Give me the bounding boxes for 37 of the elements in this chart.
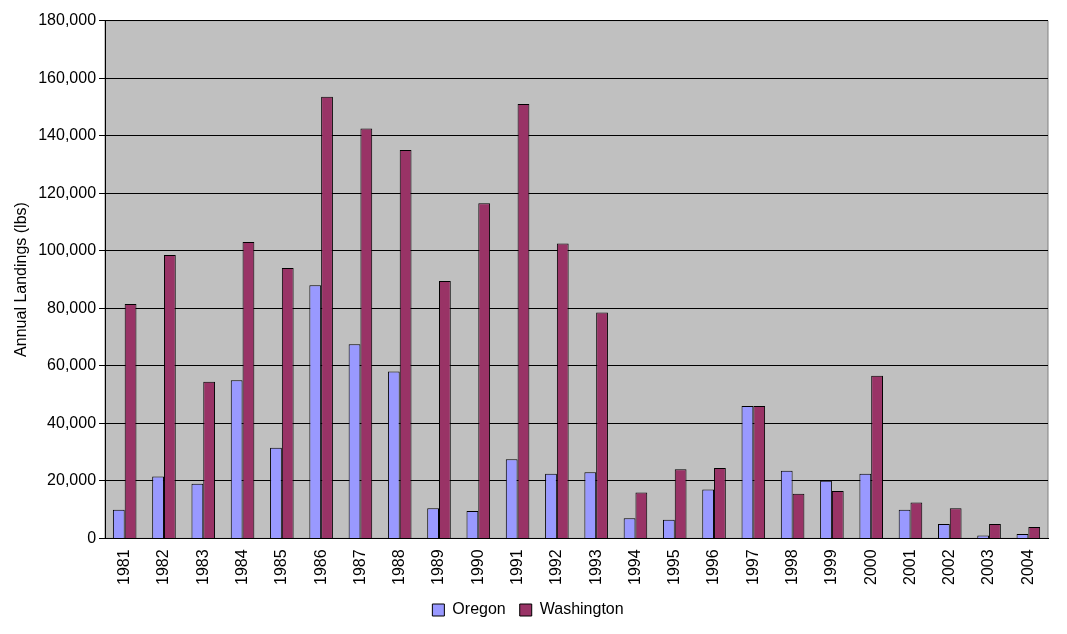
- x-tick-label: 1995: [665, 549, 683, 585]
- x-tick-label: 1996: [704, 549, 722, 585]
- legend-label: Oregon: [452, 600, 506, 618]
- x-tick-label: 1991: [507, 549, 525, 585]
- y-tick-label: 60,000: [47, 356, 97, 374]
- x-tick-label: 1989: [429, 549, 447, 585]
- x-tick-label: 1986: [311, 549, 329, 585]
- x-tick-label: 1981: [115, 549, 133, 585]
- x-tick-label: 1984: [232, 549, 250, 585]
- x-tick-label: 2002: [940, 549, 958, 585]
- x-tick-label: 1992: [547, 549, 565, 585]
- y-tick-label: 140,000: [38, 126, 97, 144]
- x-tick-label: 1990: [468, 549, 486, 585]
- x-tick-label: 1983: [193, 549, 211, 585]
- y-tick-label: 20,000: [47, 471, 97, 489]
- y-tick-label: 160,000: [38, 68, 97, 86]
- y-axis-title: Annual Landings (lbs): [12, 202, 30, 357]
- x-tick-label: 1999: [822, 549, 840, 585]
- x-tick-label: 1994: [625, 549, 643, 585]
- x-tick-label: 1985: [272, 549, 290, 585]
- x-tick-label: 1987: [350, 549, 368, 585]
- x-tick-label: 1998: [783, 549, 801, 585]
- y-tick-label: 100,000: [38, 241, 97, 259]
- y-tick-label: 40,000: [47, 413, 97, 431]
- y-tick-label: 0: [87, 528, 97, 546]
- x-tick-label: 1988: [390, 549, 408, 585]
- x-tick-label: 2004: [1018, 549, 1036, 585]
- y-tick-label: 180,000: [38, 11, 97, 29]
- x-tick-label: 1982: [154, 549, 172, 585]
- x-tick-label: 2001: [900, 549, 918, 585]
- y-tick-label: 80,000: [47, 298, 97, 316]
- x-tick-label: 2003: [979, 549, 997, 585]
- x-tick-label: 2000: [861, 549, 879, 585]
- y-tick-label: 120,000: [38, 183, 97, 201]
- legend-label: Washington: [539, 600, 624, 618]
- x-tick-label: 1997: [743, 549, 761, 585]
- x-tick-label: 1993: [586, 549, 604, 585]
